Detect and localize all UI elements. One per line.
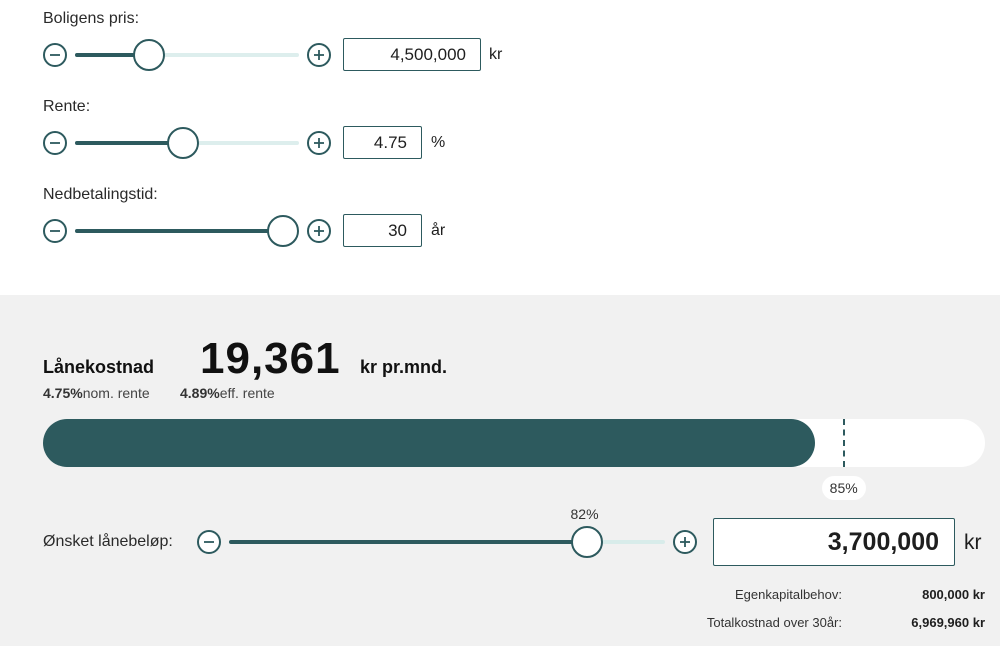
calculator-inputs: Boligens pris: 4,500,000 kr Rente: 4.75 …	[0, 0, 1000, 295]
monthly-cost-amount: 19,361	[200, 334, 341, 383]
equity-need-label: Egenkapitalbehov:	[735, 587, 842, 602]
rate-slider-track[interactable]	[75, 127, 299, 159]
price-label: Boligens pris:	[43, 10, 140, 27]
minus-circle-icon	[50, 142, 60, 144]
price-slider-thumb[interactable]	[132, 39, 165, 71]
plus-circle-icon	[314, 50, 324, 60]
nominal-rate-value: 4.75%	[43, 385, 83, 401]
loan-cost-panel	[0, 295, 1000, 646]
max-ratio-badge: 85%	[821, 476, 866, 500]
term-slider-thumb[interactable]	[267, 215, 300, 247]
term-unit: år	[431, 222, 446, 239]
term-label: Nedbetalingstid:	[43, 186, 158, 203]
effective-rate-label: eff. rente	[219, 385, 275, 401]
total-cost-value: 6,969,960 kr	[911, 615, 985, 630]
loan-slider-fill	[229, 540, 587, 544]
minus-circle-icon	[50, 230, 60, 232]
rate-label: Rente:	[43, 98, 91, 115]
loan-ratio-fill	[43, 419, 816, 467]
term-input[interactable]: 30	[343, 214, 422, 247]
loan-amount-label: Ønsket lånebeløp:	[43, 533, 173, 550]
loan-slider-thumb[interactable]	[570, 526, 603, 558]
nominal-rate: 4.75%nom. rente	[43, 385, 150, 401]
price-increase-button[interactable]	[307, 43, 331, 67]
rate-unit: %	[431, 134, 446, 151]
loan-percent-label: 82%	[570, 506, 599, 522]
equity-need-value: 800,000 kr	[922, 587, 985, 602]
nominal-rate-label: nom. rente	[82, 385, 150, 401]
loan-decrease-button[interactable]	[197, 530, 221, 554]
max-ratio-marker	[842, 419, 845, 467]
rate-slider-thumb[interactable]	[166, 127, 199, 159]
price-unit: kr	[489, 46, 503, 63]
loan-increase-button[interactable]	[673, 530, 697, 554]
term-slider-track[interactable]	[75, 215, 300, 247]
plus-circle-icon	[314, 138, 324, 148]
term-decrease-button[interactable]	[43, 219, 67, 243]
loan-ratio-bar	[43, 419, 985, 467]
minus-circle-icon	[50, 54, 60, 56]
term-increase-button[interactable]	[307, 219, 331, 243]
loan-cost-title: Lånekostnad	[43, 357, 155, 377]
total-cost-label: Totalkostnad over 30år:	[706, 615, 842, 630]
loan-amount-unit: kr	[964, 531, 982, 554]
rate-decrease-button[interactable]	[43, 131, 67, 155]
term-slider-fill	[75, 229, 284, 233]
price-slider-fill	[75, 53, 149, 57]
minus-circle-icon	[204, 541, 214, 543]
monthly-cost-suffix: kr pr.mnd.	[360, 357, 448, 377]
price-decrease-button[interactable]	[43, 43, 67, 67]
effective-rate-value: 4.89%	[180, 385, 220, 401]
plus-circle-icon	[680, 537, 690, 547]
rate-input[interactable]: 4.75	[343, 126, 422, 159]
price-slider-track[interactable]	[75, 39, 299, 71]
price-input[interactable]: 4,500,000	[343, 38, 481, 71]
loan-slider-track[interactable]	[229, 526, 665, 558]
plus-circle-icon	[314, 226, 324, 236]
rate-slider-fill	[75, 141, 183, 145]
effective-rate: 4.89%eff. rente	[180, 385, 275, 401]
loan-amount-input[interactable]: 3,700,000	[713, 518, 955, 566]
rate-increase-button[interactable]	[307, 131, 331, 155]
